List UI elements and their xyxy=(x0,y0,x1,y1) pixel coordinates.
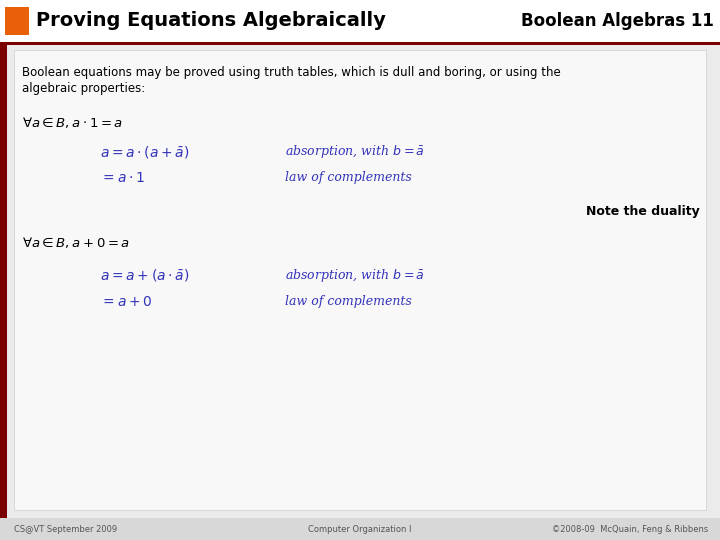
FancyBboxPatch shape xyxy=(0,45,7,518)
Text: Boolean equations may be proved using truth tables, which is dull and boring, or: Boolean equations may be proved using tr… xyxy=(22,66,561,79)
Text: ©2008-09  McQuain, Feng & Ribbens: ©2008-09 McQuain, Feng & Ribbens xyxy=(552,524,708,534)
Text: Proving Equations Algebraically: Proving Equations Algebraically xyxy=(36,11,386,30)
Text: algebraic properties:: algebraic properties: xyxy=(22,82,145,95)
Text: $a = a + \left(a \cdot \bar{a}\right)$: $a = a + \left(a \cdot \bar{a}\right)$ xyxy=(100,267,189,283)
Text: $a = a \cdot \left(a + \bar{a}\right)$: $a = a \cdot \left(a + \bar{a}\right)$ xyxy=(100,144,189,160)
FancyBboxPatch shape xyxy=(14,50,706,510)
Text: $\forall a \in B, a \cdot 1 = a$: $\forall a \in B, a \cdot 1 = a$ xyxy=(22,114,123,130)
Text: $= a \cdot 1$: $= a \cdot 1$ xyxy=(100,171,145,185)
Text: Computer Organization I: Computer Organization I xyxy=(308,524,412,534)
FancyBboxPatch shape xyxy=(5,7,29,35)
Text: Note the duality: Note the duality xyxy=(586,206,700,219)
Text: absorption, with $b = \bar{a}$: absorption, with $b = \bar{a}$ xyxy=(285,267,425,284)
Text: Boolean Algebras 11: Boolean Algebras 11 xyxy=(521,12,714,30)
FancyBboxPatch shape xyxy=(0,518,720,540)
Text: $= a + 0$: $= a + 0$ xyxy=(100,295,153,309)
Text: $\forall a \in B, a + 0 = a$: $\forall a \in B, a + 0 = a$ xyxy=(22,235,130,251)
FancyBboxPatch shape xyxy=(7,45,720,518)
FancyBboxPatch shape xyxy=(0,0,720,42)
Text: law of complements: law of complements xyxy=(285,172,412,185)
Text: absorption, with $b = \bar{a}$: absorption, with $b = \bar{a}$ xyxy=(285,144,425,160)
Text: CS@VT September 2009: CS@VT September 2009 xyxy=(14,524,117,534)
Text: law of complements: law of complements xyxy=(285,295,412,308)
FancyBboxPatch shape xyxy=(0,42,720,45)
